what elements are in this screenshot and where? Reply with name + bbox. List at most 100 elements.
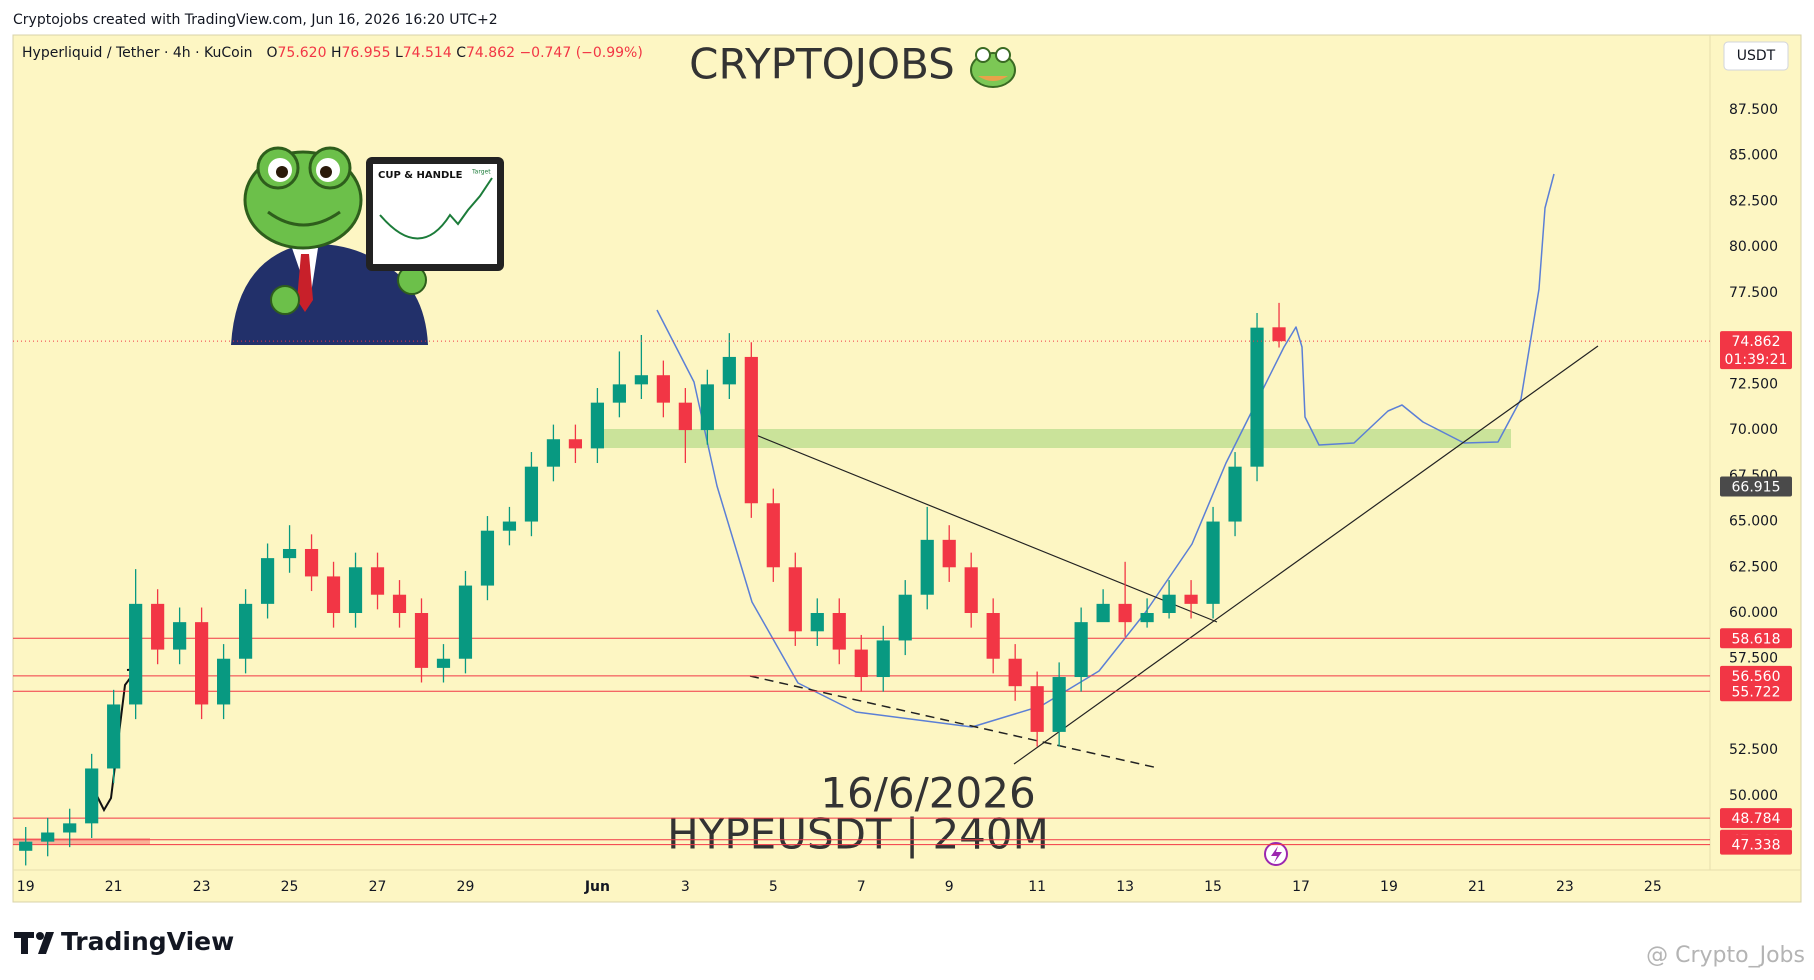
ohlc-value: 74.514 bbox=[403, 45, 452, 61]
x-tick-label: 23 bbox=[193, 879, 211, 895]
candle-body bbox=[260, 558, 275, 604]
candle-body bbox=[546, 439, 561, 467]
highlight-bar bbox=[13, 838, 150, 844]
candle-body bbox=[370, 567, 385, 595]
candle-body bbox=[1008, 658, 1022, 687]
x-tick-label: 25 bbox=[281, 879, 299, 895]
ohlc-key: C bbox=[456, 45, 466, 61]
last-price-box bbox=[1720, 331, 1792, 370]
support-zone bbox=[594, 429, 1511, 448]
ohlc-value: 75.620 bbox=[278, 45, 327, 61]
level-label-box bbox=[1720, 834, 1792, 855]
x-tick-label: 3 bbox=[681, 879, 690, 895]
descending-trendline bbox=[750, 432, 1218, 623]
frog-illustration: CUP & HANDLE Target bbox=[231, 146, 504, 345]
icon-eye bbox=[975, 47, 991, 63]
frog-pupil bbox=[276, 166, 288, 178]
last-price-label: 74.862 bbox=[1732, 334, 1781, 350]
x-tick-label: 21 bbox=[1468, 879, 1486, 895]
y-tick-label: 72.500 bbox=[1729, 376, 1778, 392]
candle-body bbox=[1250, 327, 1264, 467]
x-tick-label: 29 bbox=[457, 879, 475, 895]
ohlc-value: 74.862 bbox=[466, 45, 515, 61]
x-tick-label: 19 bbox=[1380, 879, 1398, 895]
candle-body bbox=[788, 567, 802, 632]
date-annotation: 16/6/2026 bbox=[820, 769, 1035, 818]
level-label-box bbox=[1720, 681, 1792, 702]
symbol-name: Hyperliquid / Tether · 4h · KuCoin bbox=[22, 45, 252, 61]
candle-body bbox=[1206, 521, 1220, 604]
candle-body bbox=[129, 603, 143, 705]
candle-body bbox=[744, 356, 758, 504]
frog-tie bbox=[297, 254, 313, 312]
alert-bolt[interactable] bbox=[1271, 846, 1282, 863]
candle-body bbox=[326, 576, 341, 614]
x-tick-label: 23 bbox=[1556, 879, 1574, 895]
x-tick-label: 7 bbox=[857, 879, 866, 895]
ascending-trendline bbox=[1013, 345, 1599, 765]
candle-body bbox=[458, 585, 473, 659]
candle-body bbox=[1162, 594, 1176, 614]
tablet-target: Target bbox=[471, 169, 491, 176]
watermark: @ Crypto_Jobs bbox=[1646, 943, 1805, 968]
countdown-label: 01:39:21 bbox=[1725, 352, 1788, 368]
candle-body bbox=[502, 521, 517, 531]
candle-body bbox=[678, 402, 692, 431]
candle-body bbox=[568, 439, 583, 449]
y-tick-label: 52.500 bbox=[1729, 742, 1778, 758]
candle-body bbox=[854, 649, 868, 678]
alert-icon[interactable] bbox=[1264, 842, 1288, 866]
candle-body bbox=[1096, 603, 1110, 623]
brand-logo-dot bbox=[36, 932, 44, 940]
x-tick-label: 21 bbox=[105, 879, 123, 895]
candle-body bbox=[63, 823, 77, 833]
level-label: 56.560 bbox=[1732, 669, 1781, 685]
icon-eye bbox=[995, 47, 1011, 63]
candle-body bbox=[1184, 594, 1198, 604]
y-tick-label: 50.000 bbox=[1729, 788, 1778, 804]
candle-body bbox=[634, 375, 648, 385]
y-tick-label: 80.000 bbox=[1729, 239, 1778, 255]
ohlc-key: H bbox=[331, 45, 342, 61]
candle-body bbox=[19, 841, 33, 851]
ohlc-value: 76.955 bbox=[341, 45, 390, 61]
currency-button-box[interactable] bbox=[1723, 41, 1789, 71]
candle-body bbox=[348, 567, 363, 614]
level-label-box bbox=[1720, 665, 1792, 686]
footer: TradingView @ Crypto_Jobs bbox=[14, 927, 1805, 968]
title-frog-icon bbox=[970, 47, 1016, 88]
x-tick-label: 5 bbox=[769, 879, 778, 895]
candle-body bbox=[282, 548, 297, 559]
candle-body bbox=[700, 384, 714, 431]
candle-body bbox=[920, 539, 934, 595]
candle-body bbox=[1140, 613, 1154, 623]
symbol-annotation: HYPEUSDT | 240M bbox=[667, 810, 1049, 859]
spacer bbox=[252, 45, 266, 61]
candle-body bbox=[898, 594, 912, 641]
y-tick-label: 77.500 bbox=[1729, 285, 1778, 301]
ohlc-key: L bbox=[395, 45, 403, 61]
candle-body bbox=[964, 567, 978, 614]
y-tick-label: 82.500 bbox=[1729, 193, 1778, 209]
ohlc-key: O bbox=[266, 45, 277, 61]
credit: Cryptojobs created with TradingView.com,… bbox=[13, 12, 498, 28]
y-tick-label: 85.000 bbox=[1729, 148, 1778, 164]
level-label-box bbox=[1720, 808, 1792, 829]
x-tick-label: 17 bbox=[1292, 879, 1310, 895]
candle-body bbox=[107, 704, 121, 769]
candle-body bbox=[1030, 686, 1044, 732]
candle-body bbox=[1118, 603, 1132, 623]
brand-logo bbox=[14, 932, 34, 954]
candle-body bbox=[392, 594, 407, 614]
candle-body bbox=[876, 640, 890, 678]
tablet-pattern bbox=[379, 177, 493, 240]
y-tick-label: 60.000 bbox=[1729, 605, 1778, 621]
price-change: −0.747 (−0.99%) bbox=[519, 45, 642, 61]
level-label: 48.784 bbox=[1732, 811, 1781, 827]
candle-body bbox=[1272, 327, 1286, 342]
y-tick-label: 70.000 bbox=[1729, 422, 1778, 438]
currency-label[interactable]: USDT bbox=[1737, 48, 1776, 64]
currency-button[interactable]: USDT bbox=[1723, 41, 1789, 71]
